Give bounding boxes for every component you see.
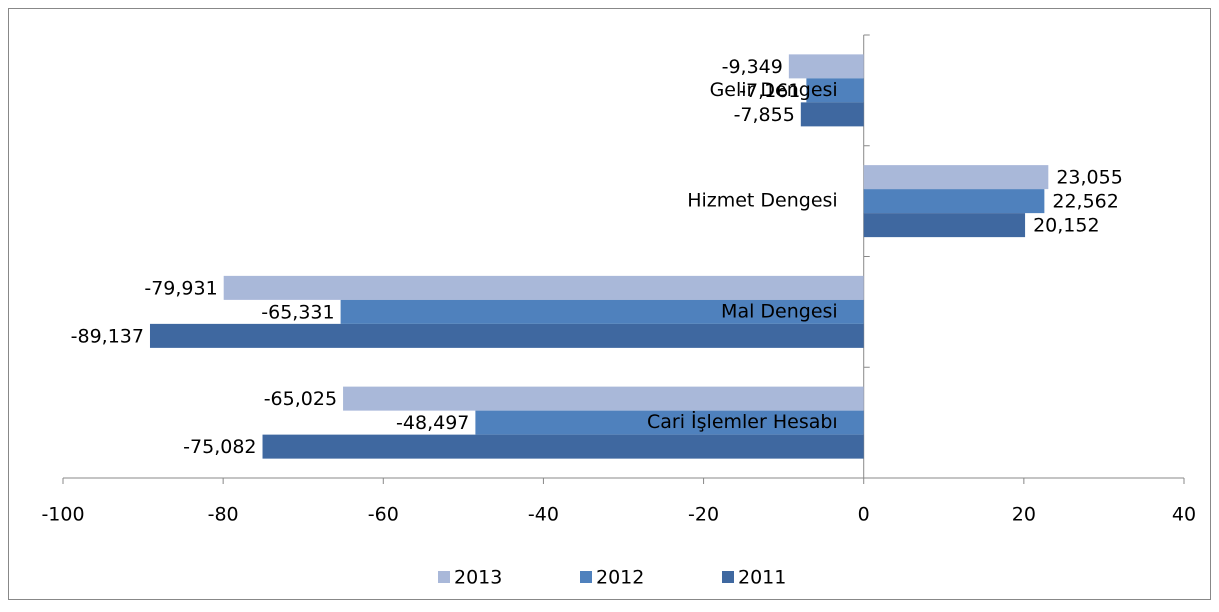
- legend-swatch: [722, 571, 734, 583]
- data-label: -7,161: [739, 80, 800, 102]
- data-label: -65,331: [261, 301, 334, 323]
- legend-label: 2012: [596, 567, 644, 589]
- bar: [262, 434, 864, 459]
- bar: [788, 54, 864, 79]
- bar: [340, 299, 864, 324]
- bar: [806, 78, 864, 103]
- data-label: 20,152: [1033, 215, 1099, 237]
- data-label: -9,349: [722, 56, 783, 78]
- data-label: -79,931: [144, 277, 217, 299]
- category-label: Hizmet Dengesi: [687, 190, 838, 212]
- x-tick-label: -80: [208, 504, 239, 526]
- data-label: -7,855: [734, 104, 795, 126]
- x-tick-label: 20: [1012, 504, 1036, 526]
- category-label: Gelir Dengesi: [710, 79, 838, 101]
- legend-swatch: [580, 571, 592, 583]
- bar: [149, 323, 864, 348]
- x-tick-label: 0: [858, 504, 870, 526]
- bar: [863, 189, 1045, 214]
- category-label: Mal Dengesi: [721, 300, 838, 322]
- data-label: 23,055: [1056, 167, 1122, 189]
- x-tick-label: -100: [41, 504, 84, 526]
- bar: [863, 165, 1049, 190]
- category-label: Cari İşlemler Hesabı: [647, 410, 838, 433]
- bar: [223, 275, 864, 300]
- data-label: -65,025: [264, 388, 337, 410]
- bar: [475, 410, 864, 435]
- x-tick-label: -20: [688, 504, 719, 526]
- data-label: -89,137: [71, 325, 144, 347]
- bar: [800, 102, 864, 127]
- x-tick-label: -60: [368, 504, 399, 526]
- legend-label: 2013: [454, 567, 502, 589]
- data-label: -75,082: [183, 436, 256, 458]
- legend-swatch: [438, 571, 450, 583]
- bar: [343, 386, 864, 411]
- legend-label: 2011: [738, 567, 786, 589]
- x-tick-label: 40: [1172, 504, 1196, 526]
- data-label: -48,497: [396, 412, 469, 434]
- x-tick-label: -40: [528, 504, 559, 526]
- bar: [863, 213, 1026, 238]
- data-label: 22,562: [1052, 191, 1118, 213]
